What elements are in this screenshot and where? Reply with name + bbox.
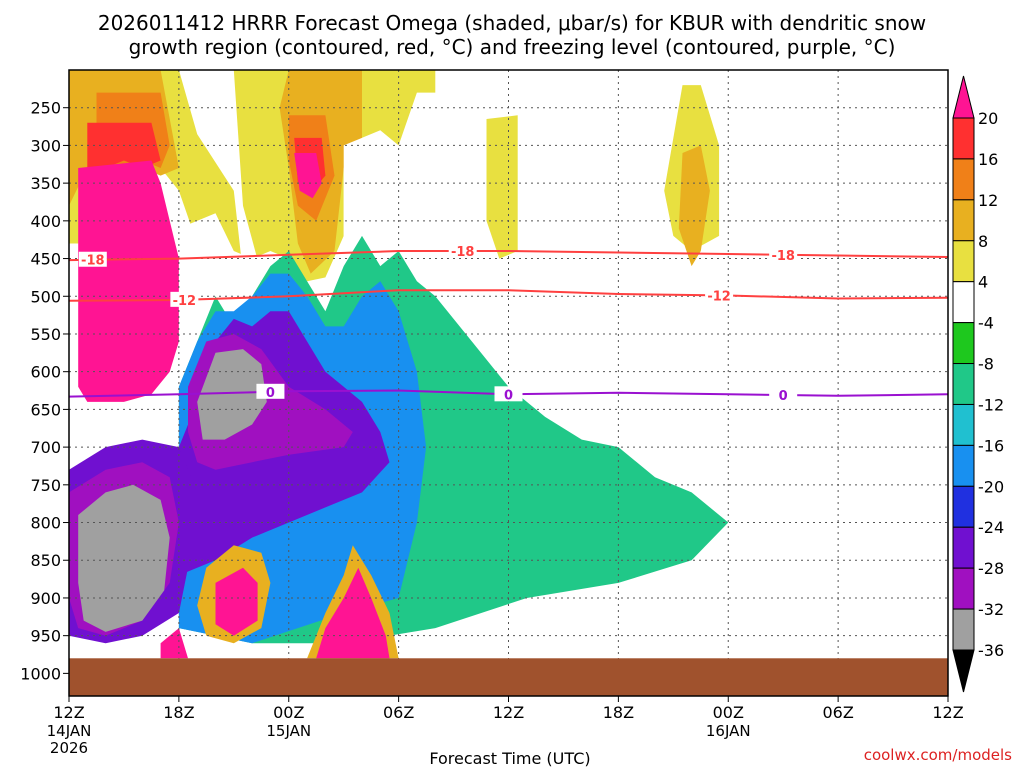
contour-label-bg [769,387,798,403]
colorbar-label: -16 [978,436,1004,455]
y-tick-label: 350 [30,174,61,193]
colorbar-box [952,608,975,651]
x-tick-label: 12Z [493,703,524,722]
chart-title-line2: growth region (contoured, red, °C) and f… [129,35,896,59]
contour-label-dgz-minus18: -18 [451,245,475,260]
omega-region-lift-low-1b [215,567,258,636]
colorbar-box [952,281,975,324]
y-tick-label: 300 [30,136,61,155]
colorbar-bottom-triangle [952,649,975,693]
contour-label-dgz-minus18: -18 [81,254,105,269]
y-tick-label: 450 [30,250,61,269]
y-tick-label: 850 [30,551,61,570]
omega-region-descent-east [893,401,948,508]
contour-label-freezing-level-0: 0 [779,389,788,404]
colorbar: 20 16 12 8 4 -4 -8 -12 -16 -20 -24 -28 -32 -36 [952,75,1004,693]
colorbar-box [952,363,975,405]
y-tick-label: 900 [30,589,61,608]
colorbar-label: 20 [978,109,998,128]
y-tick-label: 600 [30,363,61,382]
x-tick-sublabel: 15JAN [266,722,311,740]
colorbar-label: 8 [978,232,988,251]
colorbar-box [952,158,975,201]
colorbar-box [952,444,975,487]
x-tick-label: 06Z [383,703,414,722]
y-axis: 250 300 350 400 450 500 550 600 650 700 750 800 850 9… [20,99,69,683]
omega-region-upper-warm-7 [678,145,710,267]
omega-region-lift-low-3 [160,628,188,659]
colorbar-label: 16 [978,150,998,169]
x-axis-label: Forecast Time (UTC) [429,749,590,768]
y-tick-label: 250 [30,99,61,118]
x-tick-sublabel: 16JAN [706,722,751,740]
contour-lines: -18 -18 -18 -12 -12 0 0 0 [69,243,948,404]
x-tick-label: 00Z [713,703,744,722]
colorbar-box [952,567,975,610]
colorbar-box [952,240,975,283]
contour-label-bg [78,251,107,267]
x-tick-label: 12Z [53,703,84,722]
credit-label: coolwx.com/models [864,746,1012,764]
colorbar-box [952,322,975,365]
y-tick-label: 400 [30,212,61,231]
x-tick-sublabel: 2026 [50,739,88,757]
x-tick-label: 06Z [822,703,853,722]
colorbar-label: -28 [978,559,1004,578]
colorbar-label: -32 [978,600,1004,619]
colorbar-box [952,485,975,528]
colorbar-top-triangle [952,75,975,119]
plot-area: -18 -18 -18 -12 -12 0 0 0 [69,70,948,696]
colorbar-label: -12 [978,395,1004,414]
omega-region-upper-warm-12 [78,160,179,402]
y-tick-label: 800 [30,514,61,533]
omega-shading [69,70,948,663]
contour-label-bg [170,291,199,307]
colorbar-box [952,403,975,446]
y-tick-label: 650 [30,400,61,419]
y-tick-label: 550 [30,325,61,344]
colorbar-box [952,526,975,569]
x-tick-label: 12Z [932,703,963,722]
y-tick-label: 500 [30,287,61,306]
omega-region-descent-low-core [78,484,170,632]
x-tick-label: 18Z [163,703,194,722]
x-tick-label: 18Z [603,703,634,722]
chart-title-line1: 2026011412 HRRR Forecast Omega (shaded, … [98,11,926,35]
contour-label-dgz-minus12: -12 [707,289,731,304]
contour-label-bg [494,386,523,402]
x-tick-sublabel: 14JAN [47,722,92,740]
contour-label-freezing-level-0: 0 [504,388,513,403]
colorbar-label: 4 [978,273,988,292]
omega-region-upper-warm-13 [294,153,322,199]
contour-label-bg [705,287,734,303]
contour-label-bg [256,383,285,399]
y-tick-label: 750 [30,476,61,495]
y-tick-label: 1000 [20,664,61,683]
ground-surface [69,658,948,696]
colorbar-label: -8 [978,355,994,374]
contour-label-bg [448,243,477,259]
x-tick-label: 00Z [273,703,304,722]
contour-dgz-minus12 [69,289,948,302]
omega-region-upper-warm-3 [486,115,518,259]
omega-region-descent-extra [709,243,820,387]
contour-label-bg [769,246,798,262]
y-tick-label: 700 [30,438,61,457]
colorbar-label: -24 [978,518,1004,537]
colorbar-box [952,117,975,160]
contour-dgz-minus18 [69,250,948,262]
colorbar-label: -36 [978,641,1004,660]
contour-label-freezing-level-0: 0 [266,386,275,401]
gridlines [69,70,948,696]
contour-label-dgz-minus12: -12 [173,294,197,309]
y-tick-label: 950 [30,627,61,646]
colorbar-box [952,199,975,242]
contour-label-dgz-minus18: -18 [771,249,795,264]
colorbar-label: -20 [978,477,1004,496]
colorbar-label: 12 [978,191,998,210]
colorbar-label: -4 [978,314,994,333]
